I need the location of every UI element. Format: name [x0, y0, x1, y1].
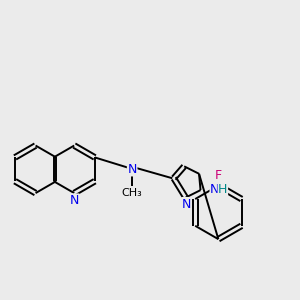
- Text: N: N: [128, 163, 137, 176]
- Text: N: N: [210, 183, 220, 196]
- Text: F: F: [215, 169, 222, 182]
- Text: H: H: [218, 183, 227, 196]
- Text: CH₃: CH₃: [122, 188, 142, 198]
- Text: N: N: [70, 194, 79, 207]
- Text: N: N: [182, 198, 191, 211]
